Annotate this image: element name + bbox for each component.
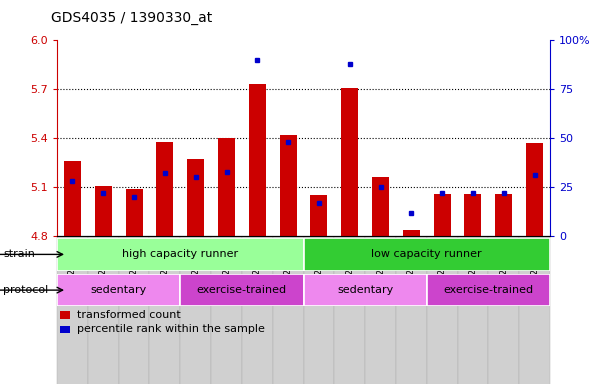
Bar [279,135,296,236]
Text: protocol: protocol [3,285,48,295]
Bar [95,185,112,236]
Bar [211,236,242,384]
Text: low capacity runner: low capacity runner [371,249,482,260]
Bar [57,236,88,384]
Bar [434,194,451,236]
Bar [59,311,70,319]
Bar [88,236,119,384]
Text: exercise-trained: exercise-trained [444,285,533,295]
Bar [59,326,70,333]
Bar [304,238,550,271]
Bar [273,236,304,384]
Text: strain: strain [3,249,35,260]
Bar [188,159,204,236]
Bar [126,189,142,236]
Bar [519,236,550,384]
Bar [57,274,180,306]
Bar [403,230,419,236]
Bar [465,194,481,236]
Text: sedentary: sedentary [337,285,393,295]
Bar [304,274,427,306]
Bar [304,236,334,384]
Bar [365,236,396,384]
Bar [526,143,543,236]
Bar [341,88,358,236]
Bar [427,236,457,384]
Bar [495,194,512,236]
Bar [180,274,304,306]
Text: transformed count: transformed count [77,310,180,320]
Text: high capacity runner: high capacity runner [122,249,239,260]
Bar [150,236,180,384]
Bar [427,274,550,306]
Bar [249,84,266,236]
Text: exercise-trained: exercise-trained [197,285,287,295]
Bar [57,238,304,271]
Bar [119,236,150,384]
Bar [64,161,81,236]
Bar [372,177,389,236]
Text: percentile rank within the sample: percentile rank within the sample [77,324,264,334]
Text: GDS4035 / 1390330_at: GDS4035 / 1390330_at [51,11,212,25]
Bar [334,236,365,384]
Bar [218,138,235,236]
Bar [242,236,273,384]
Text: sedentary: sedentary [91,285,147,295]
Bar [311,195,328,236]
Bar [396,236,427,384]
Bar [489,236,519,384]
Bar [457,236,489,384]
Bar [156,141,173,236]
Bar [180,236,211,384]
